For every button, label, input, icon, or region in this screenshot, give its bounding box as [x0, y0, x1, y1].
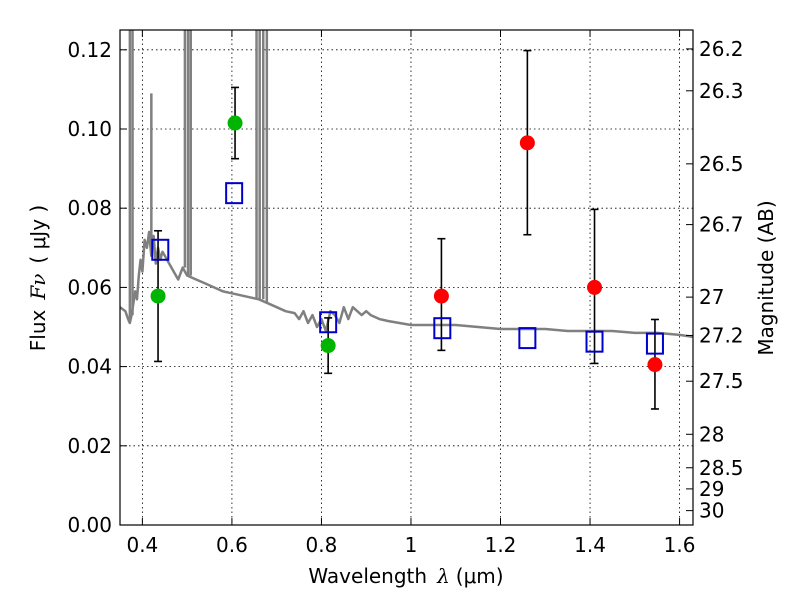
model-square — [151, 238, 170, 261]
model-square — [433, 317, 452, 340]
x-tick-label: 0.6 — [216, 533, 248, 557]
data-point — [433, 288, 449, 304]
model-square — [645, 332, 664, 355]
y-tick-label: 0.08 — [67, 196, 112, 220]
y2-tick-label: 30 — [699, 499, 724, 523]
model-square — [518, 327, 537, 350]
y2-tick-label: 28.5 — [699, 456, 744, 480]
x-tick-label: 1.2 — [485, 533, 517, 557]
plot-frame — [119, 29, 694, 526]
y2-tick-label: 28 — [699, 422, 724, 446]
x-tick-label: 0.4 — [126, 533, 158, 557]
data-point — [150, 288, 166, 304]
y2-tick-label: 29 — [699, 477, 724, 501]
data-point — [320, 338, 336, 354]
y-tick-label: 0.06 — [67, 275, 112, 299]
sed-template-line — [120, 230, 693, 339]
data-point — [647, 357, 663, 373]
y2-tick-label: 27.5 — [699, 369, 744, 393]
model-square — [585, 330, 604, 353]
data-point — [519, 135, 535, 151]
data-point — [587, 279, 603, 295]
x-axis-label: Wavelength λ (μm) — [308, 564, 503, 588]
y-tick-label: 0.04 — [67, 355, 112, 379]
y2-tick-label: 26.2 — [699, 37, 744, 61]
x-tick-label: 1.4 — [574, 533, 606, 557]
x-tick-label: 0.8 — [306, 533, 338, 557]
x-tick-label: 1.6 — [664, 533, 696, 557]
y2-tick-label: 26.3 — [699, 79, 744, 103]
y-tick-label: 0.10 — [67, 117, 112, 141]
y2-tick-label: 27.2 — [699, 323, 744, 347]
data-point — [227, 115, 243, 131]
y-tick-label: 0.00 — [67, 513, 112, 537]
axes-ticks: 0.4 0.6 0.8 1 1.2 1.4 1.6 0.00 0.02 0.04 0.06 0.08 0… — [67, 30, 744, 557]
model-square — [225, 182, 244, 205]
plot-area — [120, 30, 693, 410]
y-axis-label: FluxFν( μJy ) — [26, 205, 50, 351]
y2-tick-label: 26.5 — [699, 152, 744, 176]
y2-tick-label: 27 — [699, 285, 724, 309]
y-tick-label: 0.02 — [67, 434, 112, 458]
y2-tick-label: 26.7 — [699, 213, 744, 237]
x-tick-label: 1 — [405, 533, 418, 557]
y-tick-label: 0.12 — [67, 38, 112, 62]
model-square — [319, 311, 338, 334]
y2-axis-label: Magnitude (AB) — [754, 200, 778, 355]
